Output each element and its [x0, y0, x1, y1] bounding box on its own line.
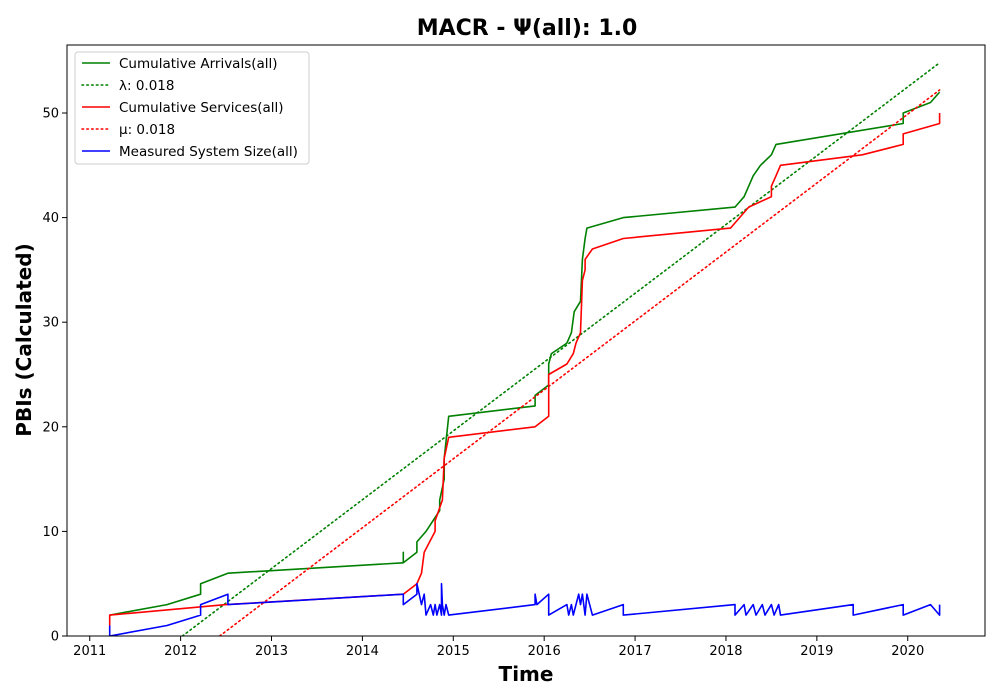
x-tick-label: 2016: [528, 644, 561, 659]
legend-label: λ: 0.018: [119, 78, 174, 94]
x-tick-label: 2011: [73, 644, 106, 659]
series-line-2: [181, 61, 941, 636]
legend-label: Measured System Size(all): [119, 144, 298, 160]
series-line-4: [218, 89, 941, 636]
x-axis-label: Time: [499, 662, 554, 686]
chart-title: MACR - Ψ(all): 1.0: [417, 16, 638, 41]
series-line-1: [109, 91, 941, 616]
x-tick-label: 2018: [709, 644, 742, 659]
y-tick-label: 0: [51, 630, 59, 645]
y-tick-label: 40: [42, 211, 59, 226]
y-axis-ticks: 0 10 20 30 40 50: [42, 106, 67, 645]
legend-label: μ: 0.018: [119, 122, 175, 138]
legend-label: Cumulative Arrivals(all): [119, 56, 278, 72]
x-tick-label: 2013: [255, 644, 288, 659]
x-tick-label: 2012: [164, 644, 197, 659]
y-tick-label: 20: [42, 420, 59, 435]
series-line-5: [108, 582, 941, 636]
y-tick-label: 10: [42, 525, 59, 540]
x-tick-label: 2014: [346, 644, 379, 659]
legend-frame: [74, 51, 310, 165]
x-axis-ticks: 2011 2012 2013 2014 2015 2016 2017 2018 2019 2020: [73, 636, 924, 659]
x-tick-label: 2017: [619, 644, 652, 659]
series-line-3: [108, 113, 941, 626]
legend-label: Cumulative Services(all): [119, 100, 284, 116]
series-layer: [108, 61, 941, 636]
x-tick-label: 2019: [800, 644, 833, 659]
y-tick-label: 30: [42, 316, 59, 331]
x-tick-label: 2015: [437, 644, 470, 659]
legend: Cumulative Arrivals(all) λ: 0.018 Cumulati…: [74, 51, 310, 165]
y-axis-label: PBIs (Calculated): [12, 243, 36, 436]
x-tick-label: 2020: [891, 644, 924, 659]
plot-frame: [66, 44, 986, 637]
legend-entries: Cumulative Arrivals(all) λ: 0.018 Cumulati…: [81, 56, 298, 160]
y-tick-label: 50: [42, 106, 59, 121]
